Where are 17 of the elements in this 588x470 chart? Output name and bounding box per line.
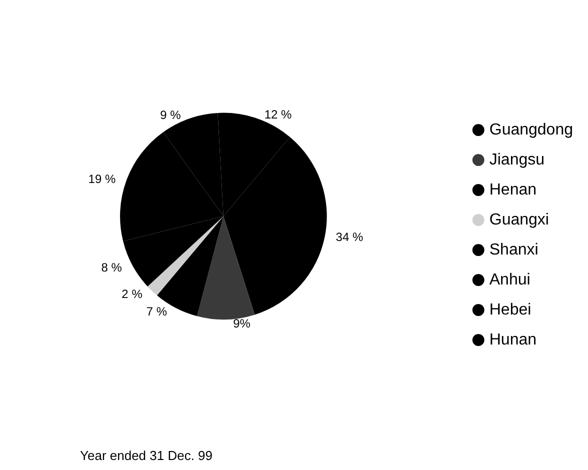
data-label: 34 % xyxy=(336,230,364,244)
legend-label: Guangdong xyxy=(489,122,574,138)
legend-label: Anhui xyxy=(489,272,530,288)
legend-label: Hebei xyxy=(489,302,532,318)
data-label: 7 % xyxy=(146,304,168,319)
data-label: 9% xyxy=(233,316,251,331)
legend-label: Guangxi xyxy=(489,212,549,228)
legend-label: Henan xyxy=(489,182,537,198)
legend-label: Jiangsu xyxy=(489,152,545,168)
data-label: 12 % xyxy=(264,107,292,122)
data-label: 8 % xyxy=(101,260,122,274)
legend-label: Shanxi xyxy=(489,242,538,258)
text: Year ended 31 Dec. 99 xyxy=(80,448,213,463)
legend-label: Hunan xyxy=(489,332,537,348)
data-label: 19 % xyxy=(88,172,116,186)
data-label: 2 % xyxy=(122,286,143,301)
data-label: 9 % xyxy=(160,108,182,122)
